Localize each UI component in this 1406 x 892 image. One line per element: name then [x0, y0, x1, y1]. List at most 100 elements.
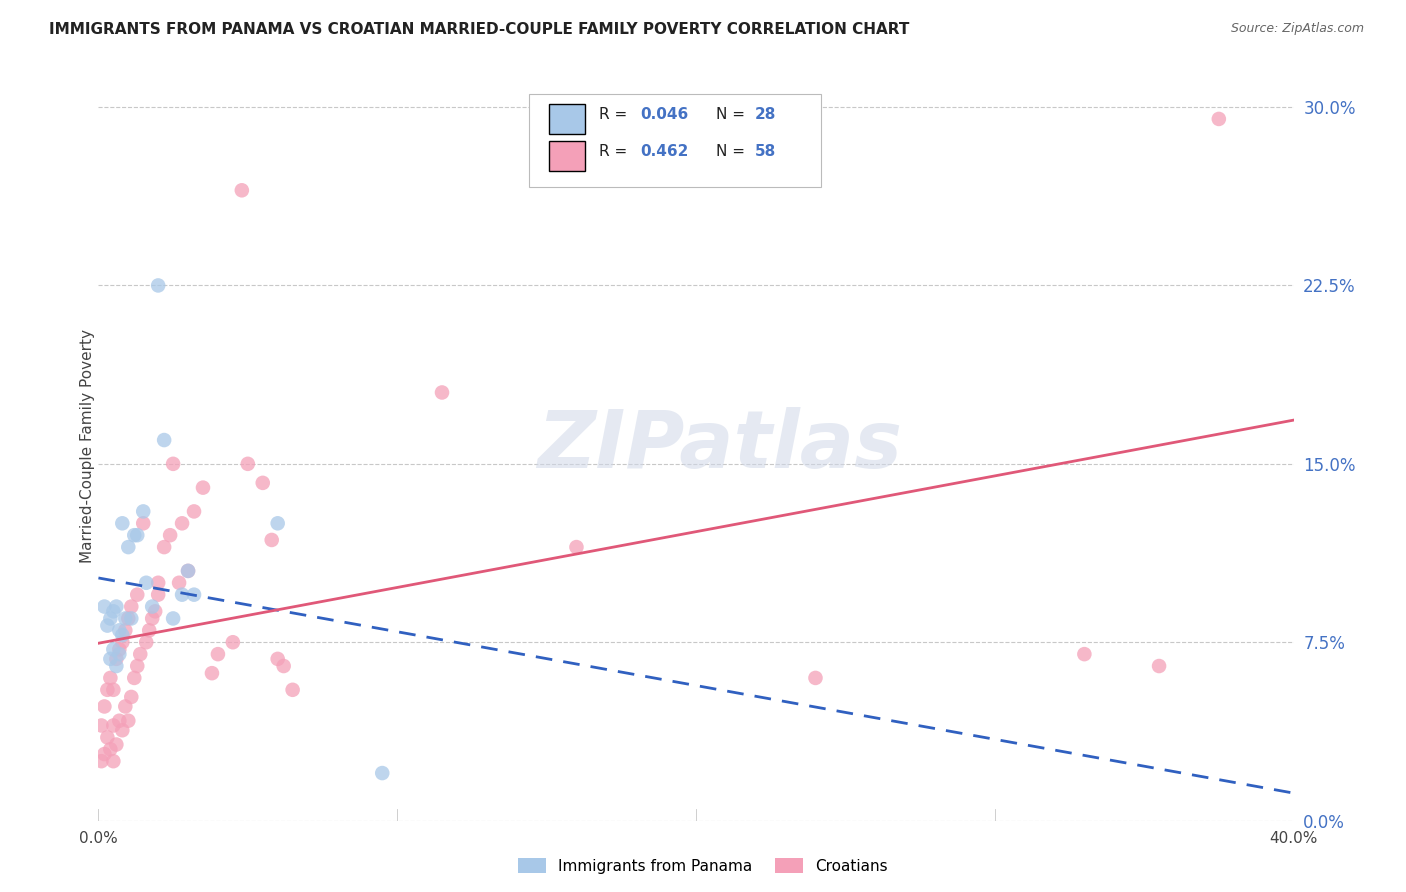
Point [127, 528, 149, 542]
Point [108, 642, 131, 657]
Point [120, 599, 142, 614]
Text: 0.046: 0.046 [640, 106, 688, 121]
Point [201, 666, 224, 681]
Point [132, 504, 155, 518]
Point [252, 475, 274, 490]
Point [1208, 112, 1230, 126]
Point [236, 457, 259, 471]
Point [103, 754, 125, 768]
FancyBboxPatch shape [529, 94, 821, 187]
Point [148, 588, 170, 602]
Point [183, 504, 205, 518]
Point [105, 738, 128, 752]
Point [120, 690, 142, 704]
Point [117, 714, 139, 728]
Point [98, 671, 122, 685]
Point [162, 457, 184, 471]
Point [103, 604, 125, 618]
Point [1073, 647, 1095, 661]
Point [371, 766, 394, 780]
Point [222, 635, 245, 649]
Point [135, 575, 157, 590]
Point [93, 747, 115, 761]
Point [143, 604, 166, 618]
Point [153, 433, 176, 447]
Point [183, 588, 205, 602]
Point [105, 652, 128, 666]
Point [96, 731, 118, 745]
Point [98, 652, 122, 666]
Point [191, 481, 214, 495]
Point [103, 718, 125, 732]
Point [96, 618, 118, 632]
Point [114, 699, 136, 714]
Point [273, 659, 295, 673]
Point [117, 611, 139, 625]
Point [93, 599, 115, 614]
Point [177, 564, 200, 578]
Point [153, 540, 176, 554]
Point [93, 699, 115, 714]
Point [90, 718, 112, 732]
FancyBboxPatch shape [548, 103, 585, 134]
Point [207, 647, 229, 661]
Point [103, 682, 125, 697]
Point [159, 528, 181, 542]
Point [127, 659, 149, 673]
Point [108, 714, 131, 728]
Text: R =: R = [599, 106, 633, 121]
Point [177, 564, 200, 578]
Point [111, 723, 134, 738]
Text: N =: N = [716, 106, 751, 121]
Point [124, 671, 146, 685]
Point [114, 624, 136, 638]
Point [111, 628, 134, 642]
Point [114, 611, 136, 625]
Point [111, 516, 134, 531]
Point [267, 516, 290, 531]
Point [105, 599, 128, 614]
Point [172, 516, 194, 531]
Text: 58: 58 [755, 144, 776, 159]
Point [281, 682, 304, 697]
Point [111, 635, 134, 649]
Point [120, 611, 142, 625]
Y-axis label: Married-Couple Family Poverty: Married-Couple Family Poverty [80, 329, 94, 563]
Text: ZIPatlas: ZIPatlas [537, 407, 903, 485]
Point [96, 682, 118, 697]
Point [135, 635, 157, 649]
Point [117, 540, 139, 554]
Point [141, 611, 163, 625]
Text: N =: N = [716, 144, 751, 159]
Point [108, 647, 131, 661]
Point [103, 642, 125, 657]
Point [138, 624, 160, 638]
Point [108, 624, 131, 638]
FancyBboxPatch shape [548, 141, 585, 171]
Text: 0.462: 0.462 [640, 144, 688, 159]
Point [804, 671, 827, 685]
Text: IMMIGRANTS FROM PANAMA VS CROATIAN MARRIED-COUPLE FAMILY POVERTY CORRELATION CHA: IMMIGRANTS FROM PANAMA VS CROATIAN MARRI… [49, 22, 910, 37]
Point [132, 516, 155, 531]
Point [127, 588, 149, 602]
Point [430, 385, 453, 400]
Point [167, 575, 190, 590]
Point [565, 540, 588, 554]
Text: Source: ZipAtlas.com: Source: ZipAtlas.com [1230, 22, 1364, 36]
Point [98, 611, 122, 625]
Point [148, 575, 170, 590]
Point [105, 659, 128, 673]
Legend: Immigrants from Panama, Croatians: Immigrants from Panama, Croatians [512, 852, 894, 880]
Point [172, 588, 194, 602]
Point [124, 528, 146, 542]
Point [148, 278, 170, 293]
Point [162, 611, 184, 625]
Point [1147, 659, 1170, 673]
Point [141, 599, 163, 614]
Point [98, 742, 122, 756]
Point [129, 647, 152, 661]
Text: 28: 28 [755, 106, 776, 121]
Point [260, 533, 283, 547]
Point [231, 183, 253, 197]
Point [267, 652, 290, 666]
